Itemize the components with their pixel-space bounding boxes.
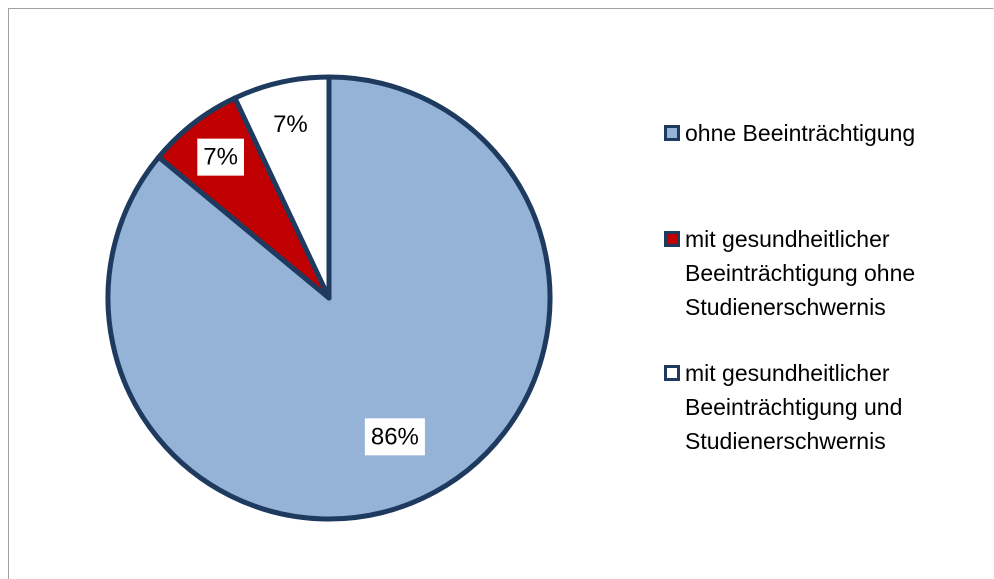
data-label-box: [197, 138, 244, 176]
data-label-box: [364, 418, 425, 456]
legend-item: mit gesundheitlicher Beeinträchtigung un…: [664, 356, 975, 458]
legend-label: ohne Beeinträchtigung: [685, 120, 916, 146]
data-label: 7%: [203, 144, 238, 171]
data-label: 7%: [273, 111, 308, 138]
legend-label: mit gesundheitlicher Beeinträchtigung oh…: [685, 226, 916, 320]
legend-label: mit gesundheitlicher Beeinträchtigung un…: [685, 360, 903, 454]
legend-swatch: [664, 231, 680, 247]
legend-item: mit gesundheitlicher Beeinträchtigung oh…: [664, 222, 975, 324]
legend-item: ohne Beeinträchtigung: [664, 116, 975, 150]
data-label-box: [267, 105, 314, 143]
data-label: 86%: [371, 423, 419, 450]
legend-swatch: [664, 365, 680, 381]
frame: [8, 8, 994, 579]
legend-swatch: [664, 125, 680, 141]
